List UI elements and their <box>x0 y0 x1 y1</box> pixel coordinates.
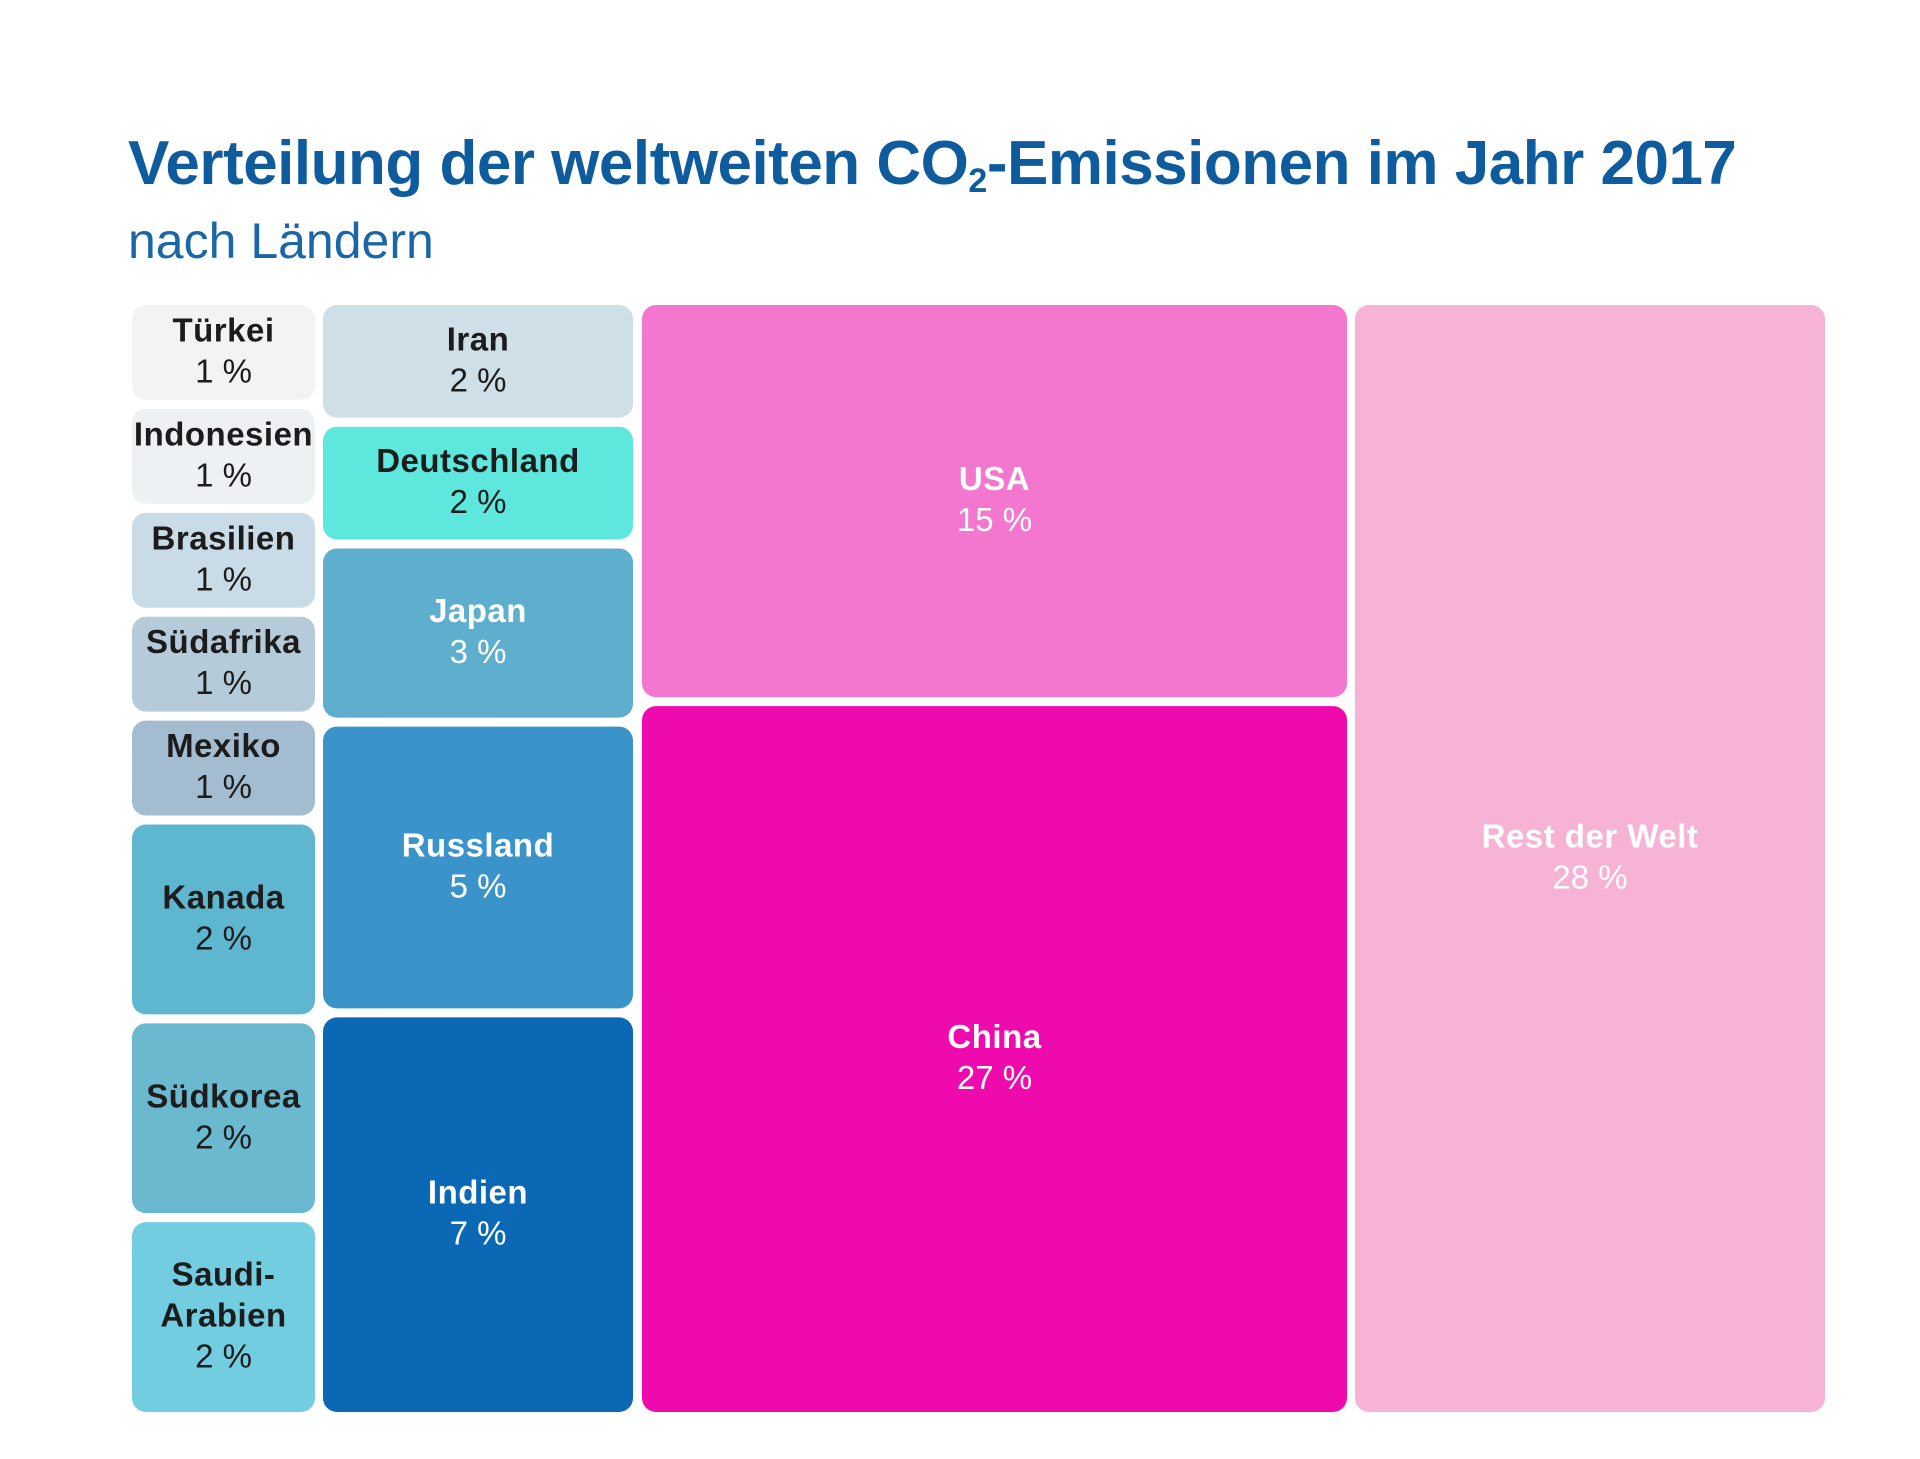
treemap-value-russland: 5 % <box>450 868 507 905</box>
treemap-label-japan: Japan <box>429 592 527 629</box>
treemap-label-china: China <box>947 1018 1041 1055</box>
treemap-cell-china: China 27 % <box>642 706 1347 1412</box>
treemap-cell-russland: Russland 5 % <box>323 726 633 1009</box>
treemap-cell-iran: Iran 2 % <box>323 305 633 418</box>
treemap-cell-tuerkei: Türkei 1 % <box>132 305 315 400</box>
treemap-rect-mexiko <box>132 720 315 816</box>
treemap-cell-brasilien: Brasilien 1 % <box>132 512 315 608</box>
treemap-label-indien: Indien <box>428 1174 528 1211</box>
treemap-label-indonesien: Indonesien <box>134 415 313 452</box>
treemap-cell-rest-der-welt: Rest der Welt 28 % <box>1355 305 1825 1412</box>
treemap-cell-mexiko: Mexiko 1 % <box>132 720 315 816</box>
treemap-label-kanada: Kanada <box>162 878 284 915</box>
treemap-rect-saudi-arabien <box>132 1222 315 1412</box>
treemap-label-brasilien: Brasilien <box>152 519 296 556</box>
chart-title-subscript: 2 <box>968 162 987 200</box>
treemap-value-brasilien: 1 % <box>195 560 252 597</box>
treemap-label-deutschland: Deutschland <box>376 442 580 479</box>
treemap-cell-usa: USA 15 % <box>642 305 1347 698</box>
treemap-rect-tuerkei <box>132 305 315 400</box>
treemap-label-russland: Russland <box>402 827 555 864</box>
treemap-cell-deutschland: Deutschland 2 % <box>323 426 633 540</box>
treemap-value-usa: 15 % <box>957 501 1032 538</box>
treemap-value-mexiko: 1 % <box>195 768 252 805</box>
treemap-label-tuerkei: Türkei <box>172 311 274 348</box>
treemap-rect-japan <box>323 548 633 718</box>
chart-subtitle: nach Ländern <box>128 213 434 269</box>
treemap-cell-suedafrika: Südafrika 1 % <box>132 616 315 712</box>
treemap-label-saudi-arabien-2: Arabien <box>160 1297 286 1334</box>
treemap-rect-russland <box>323 726 633 1009</box>
treemap-rect-suedkorea <box>132 1023 315 1214</box>
treemap-value-deutschland: 2 % <box>450 483 507 520</box>
treemap-value-indien: 7 % <box>450 1215 507 1252</box>
treemap-label-usa: USA <box>959 460 1030 497</box>
chart-title-part1: Verteilung der weltweiten CO <box>128 129 969 198</box>
treemap-value-rest-der-welt: 28 % <box>1552 859 1627 896</box>
treemap-label-iran: Iran <box>447 320 510 357</box>
treemap-value-indonesien: 1 % <box>195 456 252 493</box>
treemap-label-suedafrika: Südafrika <box>146 623 301 660</box>
treemap-cell-japan: Japan 3 % <box>323 548 633 718</box>
treemap-value-kanada: 2 % <box>195 919 252 956</box>
treemap-cell-kanada: Kanada 2 % <box>132 824 315 1015</box>
treemap-rect-usa <box>642 305 1347 698</box>
treemap-rect-iran <box>323 305 633 418</box>
treemap-cell-suedkorea: Südkorea 2 % <box>132 1023 315 1214</box>
treemap-rect-brasilien <box>132 512 315 608</box>
treemap-label-saudi-arabien-1: Saudi- <box>172 1256 276 1293</box>
treemap-rect-suedafrika <box>132 616 315 712</box>
treemap-value-saudi-arabien: 2 % <box>195 1338 252 1375</box>
treemap-label-mexiko: Mexiko <box>166 727 281 764</box>
treemap-value-china: 27 % <box>957 1059 1032 1096</box>
treemap-rect-china <box>642 706 1347 1412</box>
treemap-label-rest-der-welt: Rest der Welt <box>1482 818 1699 855</box>
treemap-cell-saudi-arabien: Saudi- Arabien 2 % <box>132 1222 315 1412</box>
treemap-rect-rest-der-welt <box>1355 305 1825 1412</box>
treemap-value-japan: 3 % <box>450 633 507 670</box>
treemap-value-iran: 2 % <box>450 361 507 398</box>
chart-title: Verteilung der weltweiten CO2-Emissionen… <box>128 128 1737 201</box>
treemap-rect-kanada <box>132 824 315 1015</box>
treemap-rect-indien <box>323 1017 633 1412</box>
treemap-value-suedafrika: 1 % <box>195 664 252 701</box>
treemap-cell-indien: Indien 7 % <box>323 1017 633 1412</box>
treemap-value-suedkorea: 2 % <box>195 1118 252 1155</box>
chart-title-part2: -Emissionen im Jahr 2017 <box>986 129 1737 198</box>
treemap-rect-deutschland <box>323 426 633 540</box>
treemap-value-tuerkei: 1 % <box>195 352 252 389</box>
treemap-cell-indonesien: Indonesien 1 % <box>132 408 315 504</box>
treemap-label-suedkorea: Südkorea <box>146 1077 301 1114</box>
treemap-rect-indonesien <box>132 408 315 504</box>
